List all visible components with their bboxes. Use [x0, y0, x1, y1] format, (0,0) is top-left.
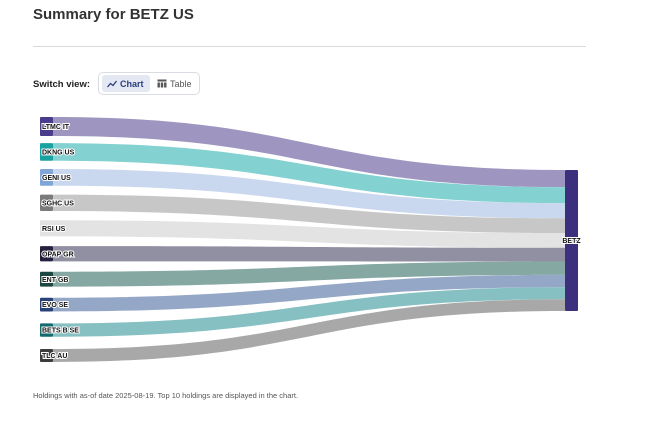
table-view-button[interactable]: Table: [154, 75, 198, 92]
flow-link[interactable]: [53, 261, 565, 287]
switch-view-label: Switch view:: [33, 79, 91, 90]
source-label: LTMC IT: [42, 124, 70, 131]
source-label: TLC AU: [42, 353, 67, 360]
source-label: GENI US: [42, 175, 71, 182]
source-label: EVO SE: [42, 302, 68, 309]
source-label: OPAP GR: [42, 251, 74, 258]
line-chart-icon: [107, 80, 117, 87]
flow-link[interactable]: [53, 220, 565, 248]
source-node[interactable]: [40, 117, 53, 136]
flow-link[interactable]: [53, 246, 565, 262]
source-node[interactable]: [40, 297, 53, 312]
flow-link[interactable]: [53, 117, 565, 188]
flow-link[interactable]: [53, 169, 565, 219]
source-label: DKNG US: [42, 150, 75, 157]
target-label: BETZ: [562, 238, 581, 245]
source-label: ENT GB: [42, 277, 68, 284]
flow-link[interactable]: [53, 194, 565, 234]
table-view-label: Table: [170, 78, 192, 89]
source-node[interactable]: [40, 194, 53, 212]
flow-link[interactable]: [53, 274, 565, 312]
source-node[interactable]: [40, 143, 53, 161]
flow-link[interactable]: [53, 287, 565, 337]
source-node[interactable]: [40, 246, 53, 262]
view-toggle: Chart Table: [98, 72, 200, 95]
flow-link[interactable]: [53, 143, 565, 204]
chart-view-label: Chart: [120, 78, 144, 89]
source-node[interactable]: [40, 349, 53, 362]
source-node[interactable]: [40, 220, 53, 237]
source-node[interactable]: [40, 169, 53, 186]
source-label: RSI US: [42, 226, 66, 233]
source-node[interactable]: [40, 271, 53, 287]
chart-view-button[interactable]: Chart: [102, 75, 150, 92]
flow-link[interactable]: [53, 299, 565, 362]
table-icon: [157, 79, 167, 88]
page-title: Summary for BETZ US: [33, 6, 194, 23]
divider: [33, 46, 586, 47]
source-label: BETS B SE: [42, 328, 79, 335]
holdings-footnote: Holdings with as-of date 2025-08-19. Top…: [33, 391, 299, 400]
target-node[interactable]: [565, 170, 578, 311]
source-label: SGHC US: [42, 200, 74, 207]
source-node[interactable]: [40, 323, 53, 337]
